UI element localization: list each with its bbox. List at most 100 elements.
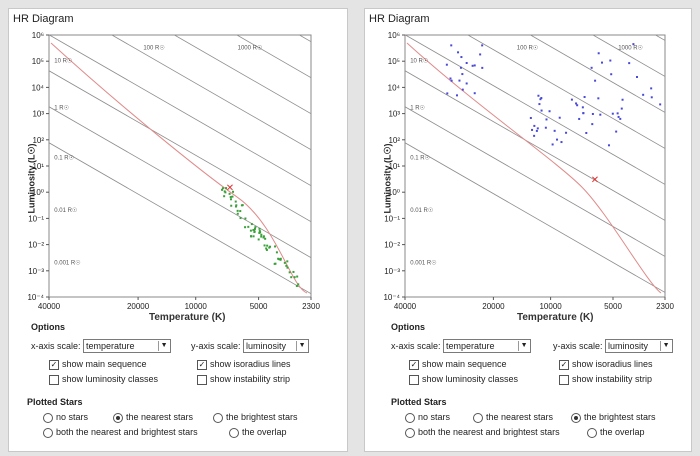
- radio-brightest[interactable]: the brightest stars: [571, 412, 656, 423]
- radio-label: the nearest stars: [126, 412, 194, 422]
- x-tick-label: 10000: [185, 302, 208, 311]
- star-point: [461, 88, 464, 91]
- star-point: [235, 204, 238, 207]
- radius-label: 0.1 R☉: [410, 155, 430, 162]
- radio-icon[interactable]: [43, 427, 53, 438]
- checkbox-checked-icon[interactable]: ✓: [409, 359, 419, 370]
- star-point: [285, 264, 288, 267]
- star-point: [252, 235, 255, 238]
- star-point: [230, 204, 233, 207]
- star-point: [288, 271, 291, 274]
- isoradius-line: [173, 35, 311, 115]
- radius-label: 0.001 R☉: [54, 259, 80, 266]
- star-point: [234, 205, 237, 208]
- x-tick-label: 2300: [302, 302, 320, 311]
- star-point: [297, 283, 300, 286]
- star-point: [481, 44, 484, 47]
- cb-luminosity-classes[interactable]: show luminosity classes: [409, 374, 518, 385]
- checkbox-checked-icon[interactable]: ✓: [49, 359, 59, 370]
- checkbox-checked-icon[interactable]: ✓: [197, 359, 207, 370]
- star-point: [583, 96, 586, 99]
- star-point: [642, 93, 645, 96]
- radio-icon[interactable]: [473, 412, 483, 423]
- radius-label: 100 R☉: [143, 44, 164, 51]
- radio-both[interactable]: both the nearest and brightest stars: [405, 427, 560, 438]
- checkbox-checked-icon[interactable]: ✓: [559, 359, 569, 370]
- star-point: [615, 130, 618, 133]
- cb-isoradius[interactable]: ✓ show isoradius lines: [559, 359, 653, 370]
- radio-selected-icon[interactable]: [113, 412, 123, 423]
- star-point: [576, 104, 579, 107]
- isoradius-line: [405, 35, 665, 185]
- plot-frame: [404, 34, 666, 298]
- radio-label: the nearest stars: [486, 412, 554, 422]
- radio-overlap[interactable]: the overlap: [587, 427, 645, 438]
- checkbox-empty-icon[interactable]: [49, 374, 59, 385]
- cb-instability[interactable]: show instability strip: [559, 374, 652, 385]
- star-point: [481, 66, 484, 69]
- radio-icon[interactable]: [587, 427, 597, 438]
- chevron-down-icon: ▼: [158, 341, 169, 351]
- y-tick-label: 10⁰: [388, 188, 400, 197]
- y-tick-label: 10⁻³: [384, 267, 400, 276]
- radio-both[interactable]: both the nearest and brightest stars: [43, 427, 198, 438]
- star-point: [585, 131, 588, 134]
- y-axis-label: Luminosity (L☉): [26, 143, 37, 214]
- star-point: [293, 276, 296, 279]
- hr-diagram-plot[interactable]: ✕ 1000 R☉ 100 R☉ 10 R☉ 1 R☉ 0.1 R☉ 0.01 R☉ 0.00…: [9, 9, 349, 329]
- cb-instability[interactable]: show instability strip: [197, 374, 290, 385]
- checkbox-empty-icon[interactable]: [559, 374, 569, 385]
- checkbox-empty-icon[interactable]: [409, 374, 419, 385]
- isoradius-line: [111, 35, 311, 151]
- radio-icon[interactable]: [405, 427, 415, 438]
- star-point: [457, 51, 460, 54]
- y-tick-label: 10⁻⁴: [27, 293, 44, 302]
- xscale-select[interactable]: temperature ▼: [443, 339, 532, 353]
- star-point: [578, 117, 581, 120]
- cb-main-sequence[interactable]: ✓ show main sequence: [49, 359, 147, 370]
- yscale-select[interactable]: luminosity ▼: [243, 339, 310, 353]
- yscale-value: luminosity: [246, 341, 287, 351]
- x-tick-label: 20000: [482, 302, 505, 311]
- y-tick-label: 10⁰: [32, 188, 44, 197]
- radio-icon[interactable]: [229, 427, 239, 438]
- hr-diagram-plot[interactable]: ✕ 1000 R☉ 100 R☉ 10 R☉ 1 R☉ 0.1 R☉ 0.01 R☉ 0.00…: [365, 9, 693, 329]
- star-point: [262, 235, 265, 238]
- y-tick-label: 10⁻¹: [28, 214, 44, 223]
- star-point: [225, 187, 228, 190]
- xscale-label: x-axis scale:: [391, 341, 441, 351]
- main-sequence-curve: [50, 42, 308, 294]
- star-point: [249, 229, 252, 232]
- star-point: [621, 98, 624, 101]
- checkbox-empty-icon[interactable]: [197, 374, 207, 385]
- radio-brightest[interactable]: the brightest stars: [213, 412, 298, 423]
- star-point: [292, 270, 295, 273]
- star-point: [274, 245, 277, 248]
- radio-nearest[interactable]: the nearest stars: [473, 412, 553, 423]
- yscale-select[interactable]: luminosity ▼: [605, 339, 674, 353]
- star-point: [581, 106, 584, 109]
- star-point: [231, 195, 234, 198]
- cb-main-sequence[interactable]: ✓ show main sequence: [409, 359, 507, 370]
- radio-icon[interactable]: [213, 412, 223, 423]
- star-point: [628, 62, 631, 65]
- radio-selected-icon[interactable]: [571, 412, 581, 423]
- star-point: [258, 227, 261, 230]
- star-point: [221, 187, 224, 190]
- isoradius-line: [49, 142, 311, 295]
- star-point: [286, 266, 289, 269]
- radius-label: 0.001 R☉: [410, 259, 436, 266]
- xscale-label: x-axis scale:: [31, 341, 81, 351]
- xscale-select[interactable]: temperature ▼: [83, 339, 172, 353]
- radio-overlap[interactable]: the overlap: [229, 427, 287, 438]
- star-point: [290, 276, 293, 279]
- radio-no-stars[interactable]: no stars: [43, 412, 88, 423]
- radio-nearest[interactable]: the nearest stars: [113, 412, 193, 423]
- cb-isoradius[interactable]: ✓ show isoradius lines: [197, 359, 291, 370]
- radio-icon[interactable]: [43, 412, 53, 423]
- star-point: [619, 117, 622, 120]
- cb-luminosity-classes[interactable]: show luminosity classes: [49, 374, 158, 385]
- radio-icon[interactable]: [405, 412, 415, 423]
- isoradius-line: [49, 35, 311, 187]
- radio-no-stars[interactable]: no stars: [405, 412, 450, 423]
